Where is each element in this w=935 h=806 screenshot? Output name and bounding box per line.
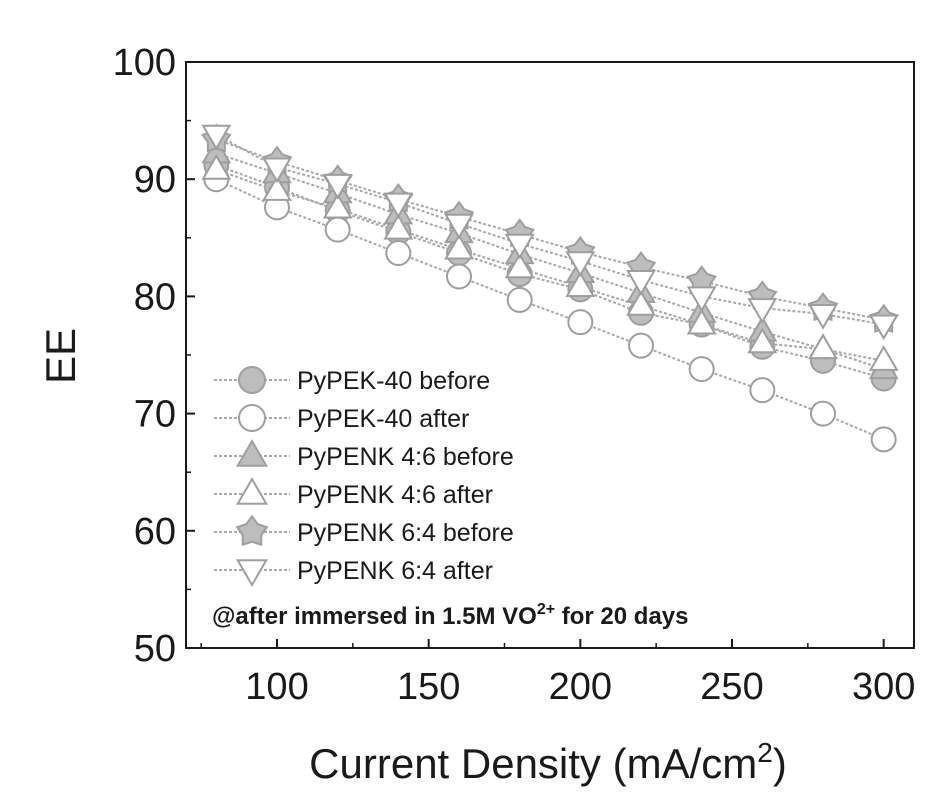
annotation-sup: 2+ [537,601,555,618]
series-line [215,133,884,326]
series-line [215,164,884,380]
data-point [322,173,353,200]
legend-marker [235,477,269,505]
y-tick-label: 70 [134,394,176,436]
data-point [686,308,717,335]
x-axis-title-end: ) [773,740,787,787]
legend: PyPEK-40 before PyPEK-40 after PyPENK 4:6 … [214,366,514,587]
legend-marker [235,439,269,467]
legend-label: PyPEK-40 before [297,367,490,395]
x-axis-title: Current Density (mA/cm2) [309,737,787,787]
data-point [383,213,414,240]
x-axis-title-sup: 2 [757,737,773,768]
y-tick-label: 90 [134,159,176,201]
series-4 [201,154,899,371]
x-tick-label: 150 [397,666,460,708]
series-line [215,152,885,371]
data-point [444,233,474,260]
data-point [868,314,899,341]
legend-label: PyPENK 4:6 before [297,443,514,471]
data-point [747,327,778,354]
x-tick-label: 100 [245,666,308,708]
legend-label: PyPENK 6:4 before [297,519,514,547]
x-tick-label: 300 [852,666,915,708]
data-point [868,345,899,371]
data-point [565,271,596,297]
legend-item: PyPENK 6:4 before [214,514,514,547]
data-point [626,270,656,296]
series-1 [203,152,897,392]
data-point [686,286,717,313]
series-line [215,138,884,321]
data-point [201,154,232,180]
y-tick-label: 100 [113,42,176,84]
series-5 [200,123,900,333]
data-point [201,124,232,151]
data-point [444,213,474,240]
data-point [383,192,414,219]
data-point [567,309,594,336]
data-point [565,251,596,277]
axis-layer: 50 60 70 80 90 100 100 150 200 250 300 [113,42,916,708]
y-tick-label: 50 [134,628,176,670]
data-point [446,263,472,290]
legend-item: PyPENK 4:6 after [214,477,493,509]
data-point [749,377,776,404]
legend-item: PyPEK-40 before [214,366,490,395]
data-point [262,175,292,201]
legend-item: PyPEK-40 after [214,404,469,433]
annotation-suffix: for 20 days [555,603,688,630]
data-point [810,400,836,427]
data-point [504,252,535,279]
y-tick-label: 60 [134,511,176,553]
data-point [506,286,533,313]
legend-item: PyPENK 4:6 before [214,439,514,471]
legend-label: PyPEK-40 after [297,405,469,433]
data-point [628,332,654,359]
plot-frame [185,61,915,649]
legend-label: PyPENK 6:4 after [297,557,493,585]
annotation-note: @after immersed in 1.5M VO2+ for 20 days [212,601,689,630]
legend-label: PyPENK 4:6 after [297,481,493,509]
legend-marker [238,404,266,432]
data-point [747,298,778,324]
data-point [385,240,412,267]
data-point [504,233,535,260]
data-point [262,157,292,184]
data-point [688,356,715,383]
data-point [808,304,838,330]
legend-marker [235,559,269,587]
x-tick-label: 200 [549,666,612,708]
data-point [322,192,353,219]
x-axis-title-main: Current Density (mA/cm [309,740,757,787]
annotation-prefix: @after immersed in 1.5M VO [212,603,537,630]
legend-marker [238,366,266,394]
data-point [324,216,351,243]
x-tick-label: 250 [700,666,763,708]
data-point [626,290,656,316]
legend-item: PyPENK 6:4 after [214,557,493,587]
data-point [808,333,838,360]
data-point [870,426,897,453]
legend-marker [235,514,269,546]
y-tick-label: 80 [134,276,176,318]
series-6 [201,124,899,341]
y-axis-title: EE [37,328,84,384]
series-layer [200,123,900,453]
series-line [215,168,884,362]
